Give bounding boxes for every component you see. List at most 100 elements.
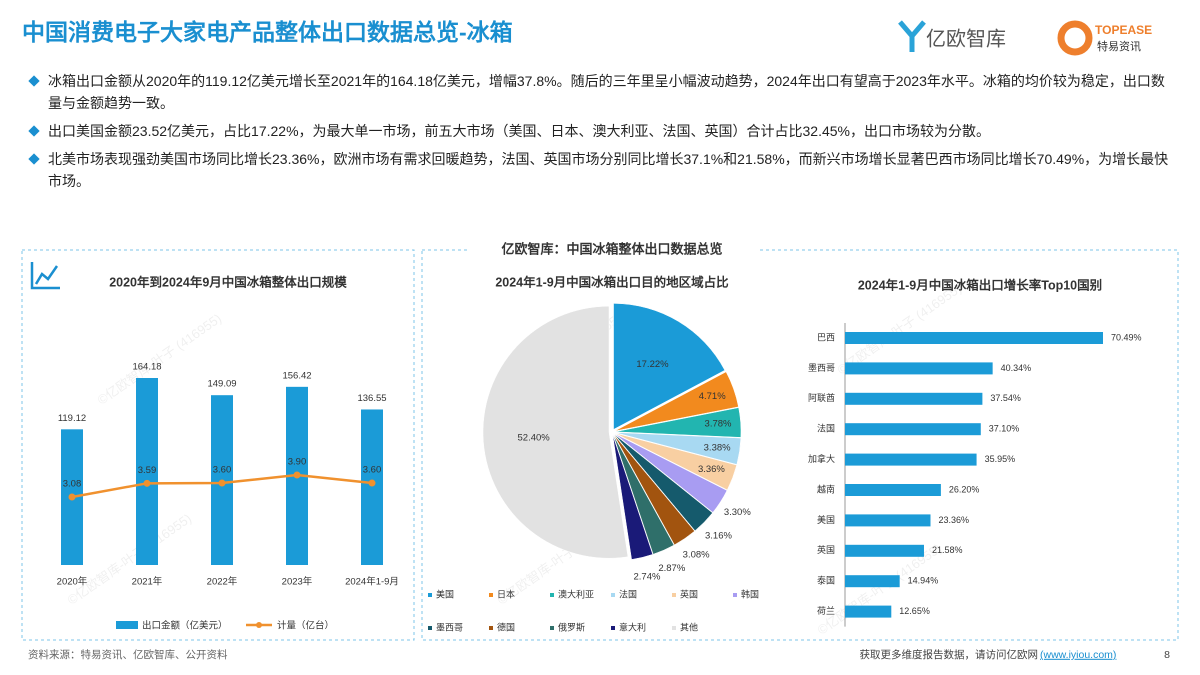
section-title: 亿欧智库：中国冰箱整体出口数据总览 [501, 241, 722, 256]
pie-slice [482, 305, 629, 559]
pie-slice [614, 432, 737, 491]
line-value-label: 3.59 [138, 465, 157, 476]
legend-swatch [611, 626, 615, 630]
bar-value-label: 156.42 [282, 370, 311, 381]
bar [845, 514, 931, 527]
panel-frame [421, 249, 1179, 641]
line-marker [368, 479, 376, 487]
page-title: 中国消费电子大家电产品整体出口数据总览-冰箱 [22, 19, 513, 45]
x-tick-label: 2023年 [282, 576, 313, 588]
bar-value-label: 37.10% [989, 424, 1020, 434]
bar-value-label: 14.94% [908, 576, 939, 586]
legend-label: 英国 [680, 588, 698, 599]
logo-icon [898, 20, 926, 52]
pie-slice [614, 371, 739, 432]
legend-label: 出口金额（亿美元） [142, 620, 228, 632]
bar [845, 605, 892, 618]
y-tick-label: 巴西 [817, 332, 835, 342]
line-value-label: 3.60 [363, 465, 382, 476]
legend-label: 德国 [497, 621, 515, 632]
bar [845, 392, 983, 405]
pie-slice [613, 434, 695, 546]
slice-label: 4.71% [699, 391, 726, 402]
bar-value-label: 164.18 [132, 362, 161, 373]
bullet: 冰箱出口金额从2020年的119.12亿美元增长至2021年的164.18亿美元… [28, 70, 1173, 114]
y-tick-label: 加拿大 [808, 453, 835, 464]
slice-label: 3.38% [704, 442, 731, 453]
logo-text: 特易资讯 [1097, 39, 1141, 53]
legend-label: 澳大利亚 [558, 588, 594, 599]
bullet: 北美市场表现强劲美国市场同比增长23.36%，欧洲市场有需求回暖趋势，法国、英国… [28, 148, 1173, 192]
x-tick-label: 2021年 [132, 576, 163, 588]
bar-value-label: 70.49% [1111, 332, 1142, 342]
legend-label: 日本 [497, 588, 515, 599]
logo-icon [1057, 20, 1093, 56]
y-tick-label: 越南 [817, 483, 835, 494]
legend-swatch [672, 626, 676, 630]
legend-swatch [489, 626, 493, 630]
y-tick-label: 英国 [817, 544, 835, 555]
y-tick-label: 阿联酋 [808, 392, 835, 403]
footer-link[interactable]: (www.iyiou.com) [1040, 649, 1116, 661]
line-value-label: 3.08 [63, 479, 82, 490]
line-marker [218, 479, 226, 487]
legend-label: 俄罗斯 [558, 621, 585, 632]
legend-swatch [672, 593, 676, 597]
bar [845, 362, 993, 375]
slice-label: 3.16% [705, 531, 732, 542]
legend-swatch [428, 626, 432, 630]
bullet-list: 冰箱出口金额从2020年的119.12亿美元增长至2021年的164.18亿美元… [28, 70, 1173, 198]
y-tick-label: 墨西哥 [808, 363, 835, 373]
bar-value-label: 37.54% [990, 393, 1021, 403]
line-marker [68, 493, 76, 501]
legend-swatch [116, 621, 138, 629]
bar-value-label: 136.55 [357, 393, 386, 404]
line-marker [293, 471, 301, 479]
logo-text: TOPEASE [1095, 23, 1152, 37]
bar-value-label: 12.65% [899, 606, 930, 616]
bar [845, 453, 977, 466]
line-value-label: 3.60 [213, 465, 232, 476]
logo-text: 亿欧智库 [926, 27, 1006, 50]
line-marker [143, 479, 151, 487]
y-tick-label: 法国 [817, 423, 835, 434]
legend-swatch [550, 626, 554, 630]
pie-slice [613, 433, 713, 532]
chart-title: 2020年到2024年9月中国冰箱整体出口规模 [109, 274, 347, 289]
slice-label: 3.78% [705, 419, 732, 430]
legend-swatch [256, 622, 262, 628]
pie-slice [612, 434, 654, 560]
bar-value-label: 149.09 [207, 379, 236, 390]
slice-label: 52.40% [518, 432, 551, 443]
bar-value-label: 40.34% [1001, 363, 1032, 373]
legend-label: 韩国 [741, 588, 759, 599]
pie-slice [614, 433, 728, 513]
watermark: ©亿欧智库-叶子 (416955) [65, 511, 194, 608]
slice-label: 2.87% [658, 563, 685, 574]
legend-swatch [733, 593, 737, 597]
slice-label: 3.36% [698, 464, 725, 475]
bar [845, 575, 900, 588]
slice-label: 2.74% [633, 571, 660, 582]
y-tick-label: 荷兰 [817, 605, 835, 616]
line-value-label: 3.90 [288, 457, 307, 468]
y-tick-label: 泰国 [817, 575, 835, 586]
bar-value-label: 21.58% [932, 545, 963, 555]
bar [845, 484, 941, 496]
legend-label: 计量（亿台） [277, 620, 334, 632]
legend-label: 法国 [619, 588, 637, 599]
panel-frame [21, 249, 415, 641]
legend-label: 其他 [680, 621, 698, 632]
bar-value-label: 26.20% [949, 484, 980, 494]
bar-value-label: 35.95% [985, 454, 1016, 464]
bar [845, 332, 1103, 344]
bar-value-label: 23.36% [938, 515, 969, 525]
legend-swatch [550, 593, 554, 597]
pie-slice [613, 303, 726, 430]
pie-slice [614, 407, 742, 438]
pie-slice [614, 432, 742, 465]
footer-text: 获取更多维度报告数据，请访问亿欧网 [860, 648, 1039, 661]
watermark: ©亿欧智库-叶子 (416955) [95, 311, 224, 408]
bar [845, 423, 981, 436]
